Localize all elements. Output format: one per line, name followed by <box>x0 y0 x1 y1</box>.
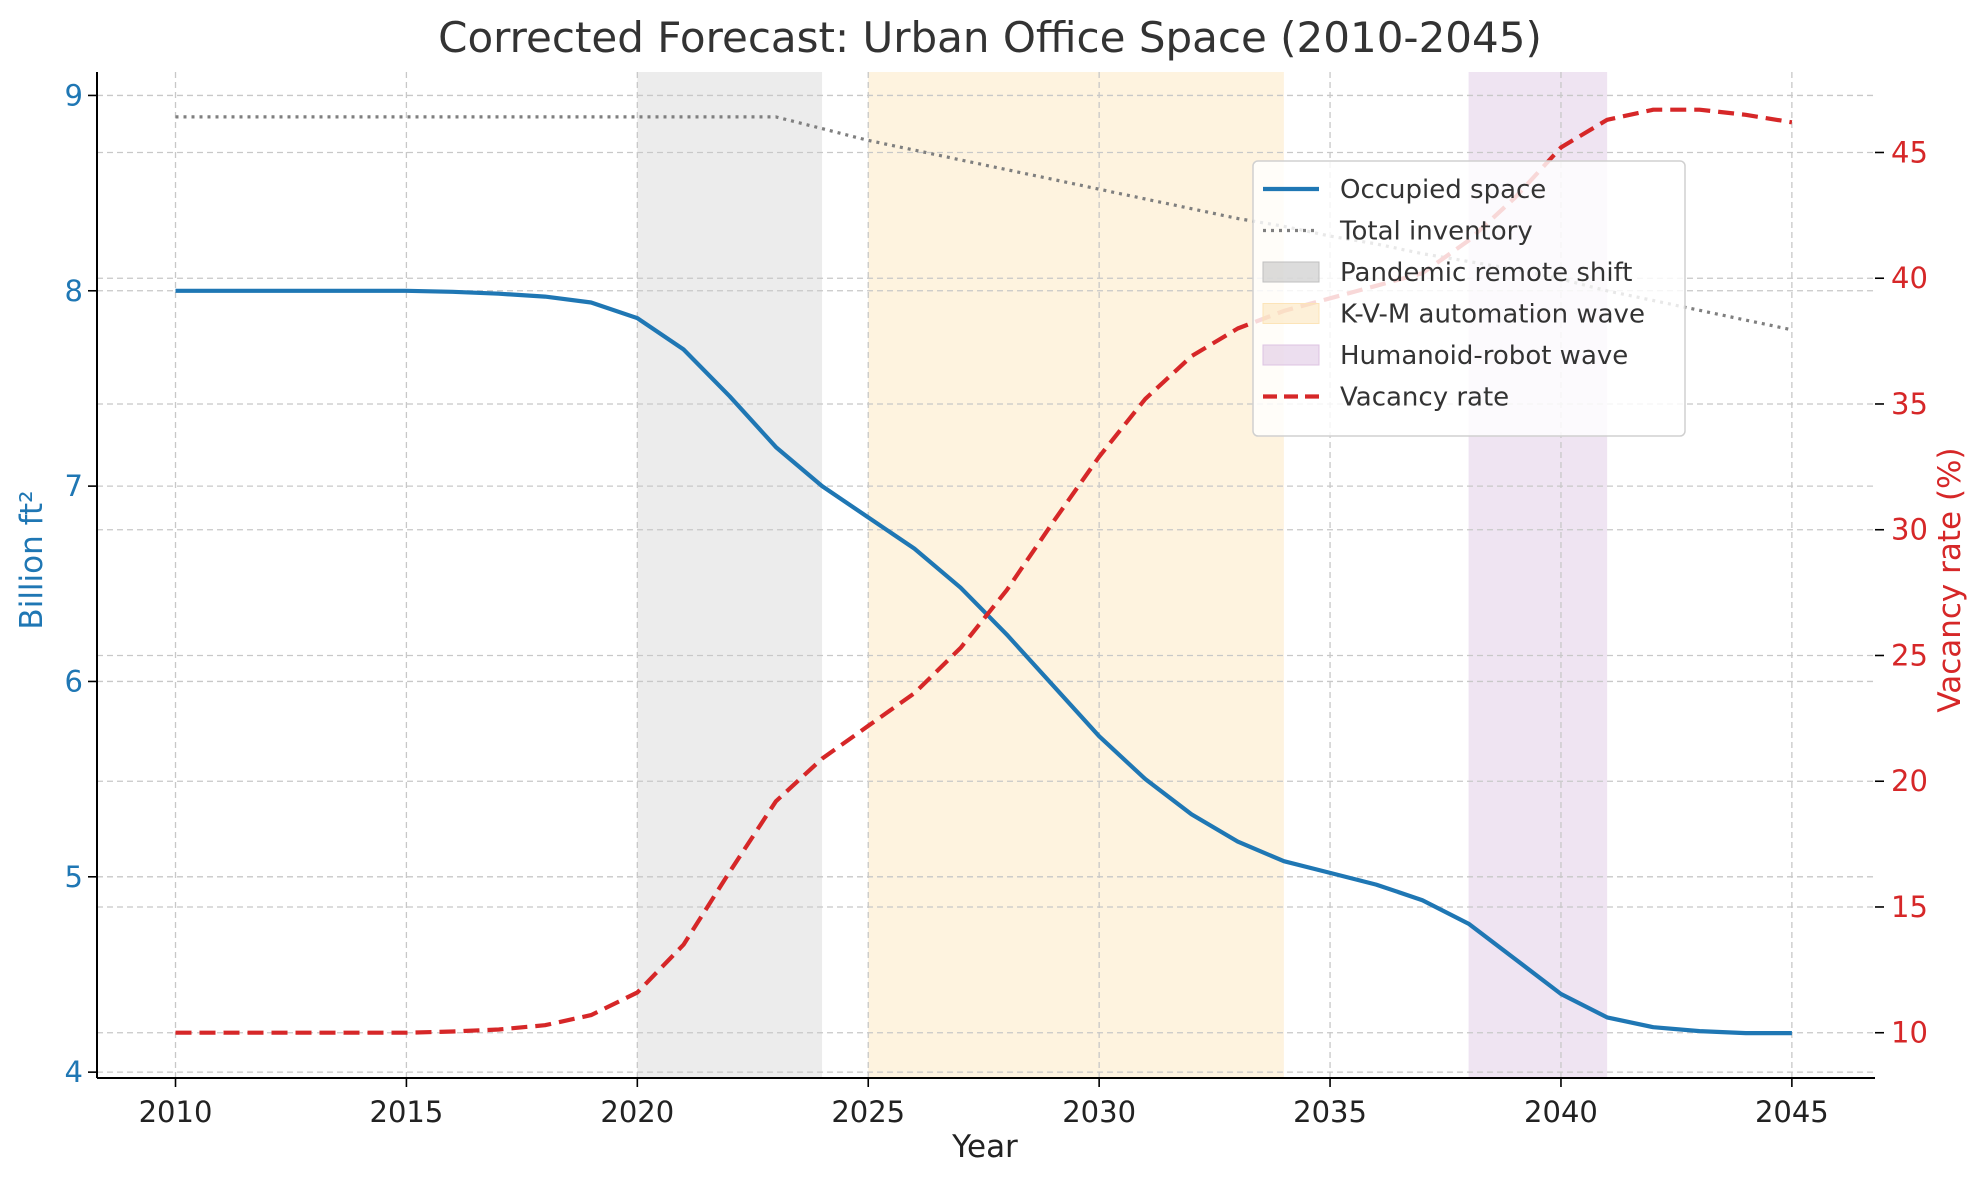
series-line-vacancy-rate <box>175 107 1793 1035</box>
y-left-tick-label-9: 9 <box>65 78 83 112</box>
y-right-tick-label-40: 40 <box>1891 261 1928 295</box>
y-axis-title-right: Vacancy rate (%) <box>1932 447 1968 712</box>
x-tick-label-2015: 2015 <box>370 1095 444 1129</box>
x-tick-label-2030: 2030 <box>1062 1095 1136 1129</box>
legend-swatch-k-v-m-automation-wave <box>1262 303 1320 324</box>
y-left-tick-label-5: 5 <box>65 860 83 894</box>
legend-swatch-humanoid-robot-wave <box>1262 344 1320 366</box>
legend-label-k-v-m-automation-wave: K-V-M automation wave <box>1340 300 1645 330</box>
x-tick-label-2045: 2045 <box>1755 1095 1829 1129</box>
shaded-region-k-v-m-automation-wave <box>868 72 1284 1078</box>
x-tick-label-2010: 2010 <box>139 1095 213 1129</box>
y-right-tick-label-20: 20 <box>1891 764 1928 798</box>
legend-label-humanoid-robot-wave: Humanoid-robot wave <box>1340 341 1628 371</box>
legend-label-vacancy-rate: Vacancy rate <box>1340 383 1509 413</box>
y-right-tick-label-45: 45 <box>1891 135 1928 169</box>
x-tick-label-2020: 2020 <box>600 1095 674 1129</box>
series-line-occupied-space <box>175 288 1792 1036</box>
legend-label-pandemic-remote-shift: Pandemic remote shift <box>1340 258 1632 288</box>
y-left-tick-label-8: 8 <box>65 274 83 308</box>
y-right-tick-label-15: 15 <box>1891 890 1928 924</box>
x-axis-title: Year <box>951 1129 1018 1165</box>
y-right-tick-label-10: 10 <box>1891 1016 1928 1050</box>
chart-title: Corrected Forecast: Urban Office Space (… <box>438 13 1542 62</box>
y-left-tick-label-6: 6 <box>65 664 83 698</box>
x-tick-label-2025: 2025 <box>831 1095 905 1129</box>
legend-label-total-inventory: Total inventory <box>1339 217 1533 247</box>
y-left-tick-label-4: 4 <box>65 1055 83 1089</box>
x-tick-label-2035: 2035 <box>1293 1095 1367 1129</box>
legend-swatch-pandemic-remote-shift <box>1262 261 1320 283</box>
y-left-tick-label-7: 7 <box>65 469 83 503</box>
y-right-tick-label-35: 35 <box>1891 387 1928 421</box>
legend-label-occupied-space: Occupied space <box>1340 175 1546 205</box>
legend: Occupied space Total inventory Pandemic re… <box>1252 160 1686 437</box>
x-tick-label-2040: 2040 <box>1524 1095 1598 1129</box>
y-right-tick-label-25: 25 <box>1891 638 1928 672</box>
y-axis-title-left: Billion ft² <box>14 490 50 629</box>
legend-box <box>1252 160 1686 437</box>
shaded-region-pandemic-remote-shift <box>637 72 823 1078</box>
y-right-tick-label-30: 30 <box>1891 513 1928 547</box>
